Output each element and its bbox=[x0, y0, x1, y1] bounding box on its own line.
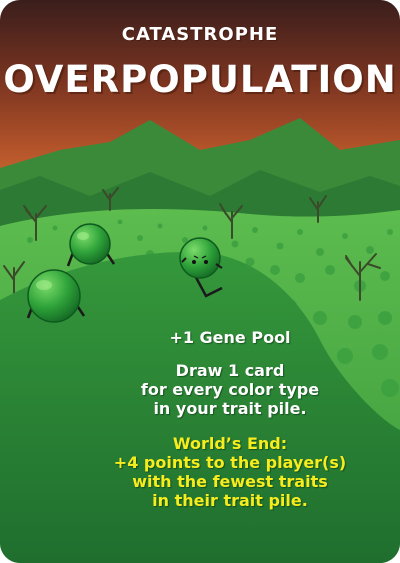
worlds-end-line-4: in their trait pile. bbox=[152, 491, 308, 510]
card-title: OVERPOPULATION bbox=[3, 58, 397, 101]
draw-line-2: for every color type bbox=[140, 380, 320, 399]
creature-middle bbox=[66, 223, 116, 267]
draw-line-1: Draw 1 card bbox=[175, 361, 285, 380]
draw-effect: Draw 1 card for every color type in your… bbox=[80, 361, 380, 418]
bare-trees bbox=[3, 187, 381, 301]
card-category: CATASTROPHE bbox=[121, 24, 279, 45]
worlds-end-effect: World’s End: +4 points to the player(s) … bbox=[80, 434, 380, 510]
worlds-end-line-2: +4 points to the player(s) bbox=[113, 453, 347, 472]
worlds-end-line-3: with the fewest traits bbox=[132, 472, 328, 491]
creature-right bbox=[179, 237, 223, 298]
gene-pool-effect: +1 Gene Pool bbox=[80, 328, 380, 347]
draw-line-3: in your trait pile. bbox=[153, 399, 307, 418]
card-effects: +1 Gene Pool Draw 1 card for every color… bbox=[80, 328, 380, 510]
gene-pool-text: +1 Gene Pool bbox=[169, 328, 291, 347]
foreground-hill bbox=[0, 251, 400, 563]
creature-left bbox=[26, 269, 86, 323]
worlds-end-heading: World’s End: bbox=[172, 434, 288, 453]
